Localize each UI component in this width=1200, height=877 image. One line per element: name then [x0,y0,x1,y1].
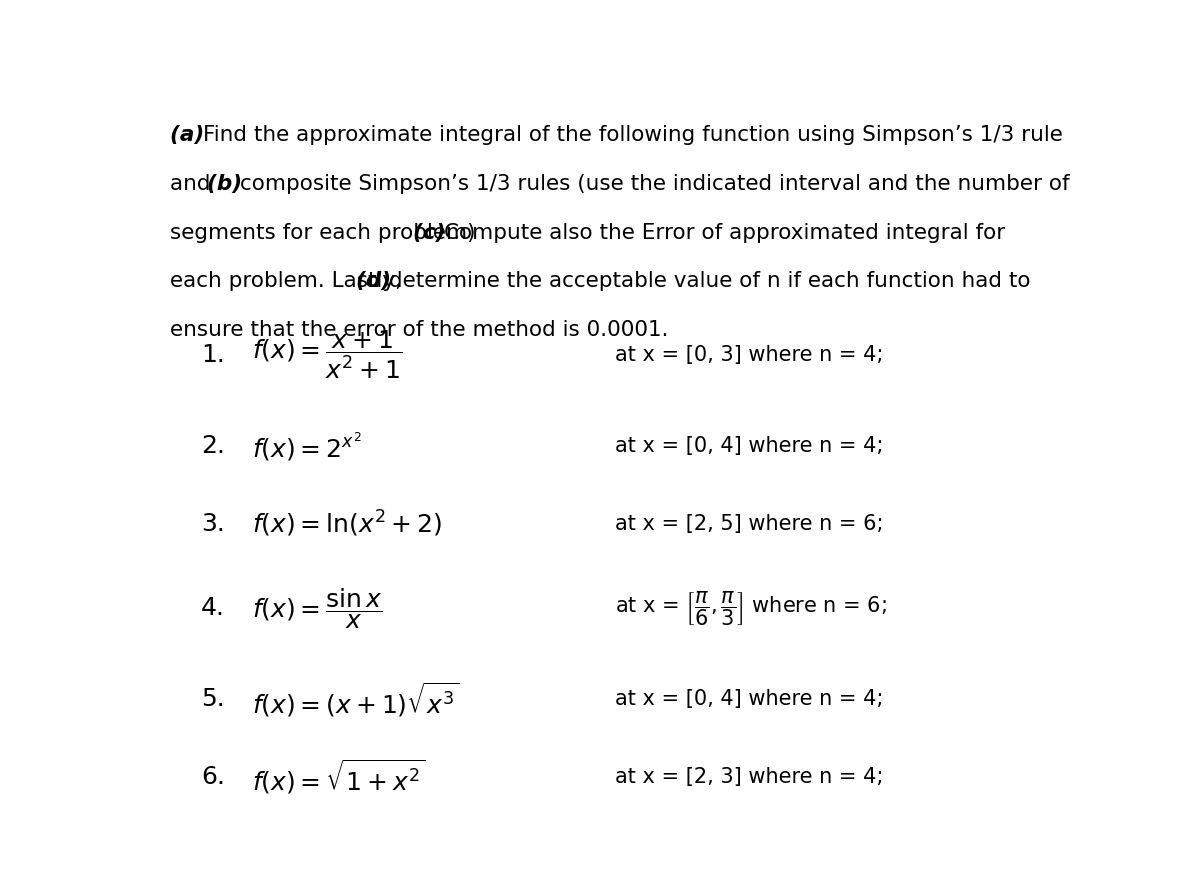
Text: $f(x)=\dfrac{\sin x}{x}$: $f(x)=\dfrac{\sin x}{x}$ [252,586,383,631]
Text: at x = [0, 4] where n = 4;: at x = [0, 4] where n = 4; [616,436,883,456]
Text: 3.: 3. [202,512,226,536]
Text: $f(x)=\sqrt{1+x^2}$: $f(x)=\sqrt{1+x^2}$ [252,758,426,796]
Text: composite Simpson’s 1/3 rules (use the indicated interval and the number of: composite Simpson’s 1/3 rules (use the i… [240,175,1070,194]
Text: Compute also the Error of approximated integral for: Compute also the Error of approximated i… [444,223,1004,243]
Text: 5.: 5. [202,688,224,711]
Text: at x = [2, 5] where n = 6;: at x = [2, 5] where n = 6; [616,514,883,534]
Text: at x = [0, 4] where n = 4;: at x = [0, 4] where n = 4; [616,689,883,709]
Text: (b): (b) [208,175,250,194]
Text: 2.: 2. [202,434,226,459]
Text: 6.: 6. [202,765,226,789]
Text: (d): (d) [355,271,398,291]
Text: (c): (c) [413,223,452,243]
Text: determine the acceptable value of n if each function had to: determine the acceptable value of n if e… [389,271,1030,291]
Text: and: and [170,175,218,194]
Text: $f(x)= 2^{x^2}$: $f(x)= 2^{x^2}$ [252,430,362,463]
Text: (a): (a) [170,125,212,146]
Text: $f(x)= \ln(x^2+2)$: $f(x)= \ln(x^2+2)$ [252,509,443,539]
Text: at x = $\left[\dfrac{\pi}{6},\dfrac{\pi}{3}\right]$ where n = 6;: at x = $\left[\dfrac{\pi}{6},\dfrac{\pi}… [616,589,887,628]
Text: $f(x)=\dfrac{x+1}{x^2+1}$: $f(x)=\dfrac{x+1}{x^2+1}$ [252,329,402,381]
Text: at x = [2, 3] where n = 4;: at x = [2, 3] where n = 4; [616,767,883,788]
Text: ensure that the error of the method is 0.0001.: ensure that the error of the method is 0… [170,320,668,340]
Text: 4.: 4. [202,596,226,620]
Text: Find the approximate integral of the following function using Simpson’s 1/3 rule: Find the approximate integral of the fol… [203,125,1063,146]
Text: each problem. Lastly,: each problem. Lastly, [170,271,409,291]
Text: $f(x)= (x+1)\sqrt{x^3}$: $f(x)= (x+1)\sqrt{x^3}$ [252,681,460,719]
Text: segments for each problem): segments for each problem) [170,223,482,243]
Text: 1.: 1. [202,343,226,367]
Text: at x = [0, 3] where n = 4;: at x = [0, 3] where n = 4; [616,345,883,365]
